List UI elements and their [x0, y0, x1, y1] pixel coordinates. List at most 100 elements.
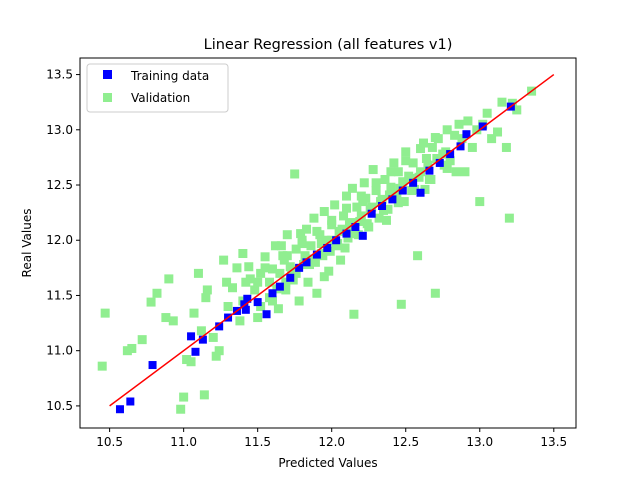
validation-point	[451, 167, 461, 177]
validation-point	[324, 266, 334, 276]
validation-point	[176, 404, 186, 414]
training-point	[398, 186, 407, 195]
validation-point	[245, 274, 255, 284]
legend-validation-label: Validation	[131, 91, 190, 105]
validation-point	[127, 343, 137, 353]
legend-training-marker	[103, 70, 112, 79]
training-point	[456, 142, 465, 151]
validation-point	[365, 204, 375, 214]
y-tick-label: 12.5	[46, 178, 73, 192]
x-tick-label: 10.5	[96, 435, 123, 449]
validation-point	[260, 252, 270, 262]
validation-point	[253, 277, 263, 287]
y-axis: 10.5 11.0 11.5 12.0 12.5 13.0 13.5	[46, 68, 80, 413]
validation-point	[371, 178, 381, 188]
validation-point	[232, 263, 242, 273]
validation-point	[359, 178, 369, 188]
validation-point	[349, 309, 359, 319]
validation-point	[450, 130, 460, 140]
training-point	[126, 397, 135, 406]
validation-point	[398, 177, 408, 187]
validation-point	[297, 239, 307, 249]
validation-point	[346, 229, 356, 239]
legend: Training data Validation	[86, 63, 229, 113]
validation-point	[238, 248, 248, 258]
validation-point	[416, 144, 426, 154]
validation-point	[460, 167, 470, 177]
plot-area	[79, 57, 577, 429]
validation-point	[306, 241, 316, 251]
validation-point	[356, 211, 366, 221]
training-point	[286, 273, 295, 282]
training-point	[409, 178, 418, 187]
y-tick-label: 13.5	[46, 68, 73, 82]
training-point	[148, 361, 157, 370]
y-tick-label: 11.0	[46, 344, 73, 358]
validation-point	[339, 211, 349, 221]
validation-point	[430, 288, 440, 298]
training-point	[342, 229, 351, 238]
validation-point	[201, 293, 211, 303]
validation-point	[312, 226, 322, 236]
x-axis: 10.5 11.0 11.5 12.0 12.5 13.0 13.5	[96, 428, 567, 449]
validation-point	[265, 277, 275, 287]
validation-point	[270, 241, 280, 251]
validation-point	[420, 184, 430, 194]
validation-point	[309, 213, 319, 223]
x-tick-label: 11.0	[170, 435, 197, 449]
training-point	[115, 405, 124, 414]
training-point	[478, 122, 487, 131]
validation-point	[275, 268, 285, 278]
validation-point	[256, 268, 266, 278]
reference-line	[109, 73, 555, 407]
y-tick-label: 10.5	[46, 399, 73, 413]
x-tick-label: 13.5	[540, 435, 567, 449]
validation-point	[358, 197, 368, 207]
validation-point	[454, 119, 464, 129]
legend-training-label: Training data	[130, 69, 209, 83]
validation-point	[414, 172, 424, 182]
validation-point	[219, 255, 229, 265]
validation-point	[493, 127, 503, 137]
legend-validation-marker	[103, 93, 112, 102]
validation-point	[344, 220, 354, 230]
validation-point	[463, 116, 473, 126]
validation-point	[401, 156, 411, 166]
validation-point	[222, 277, 232, 287]
training-point	[243, 294, 252, 303]
validation-point	[282, 251, 292, 261]
validation-point	[316, 239, 326, 249]
validation-point	[413, 251, 423, 261]
validation-point	[408, 158, 418, 168]
training-point	[262, 310, 271, 319]
validation-point	[405, 173, 415, 183]
training-point	[358, 231, 367, 240]
validation-point	[291, 244, 301, 254]
training-point	[351, 222, 360, 231]
validation-point	[362, 219, 372, 229]
y-tick-label: 13.0	[46, 123, 73, 137]
validation-point	[291, 268, 301, 278]
validation-point	[396, 299, 406, 309]
validation-point	[260, 263, 270, 273]
validation-point	[427, 142, 437, 152]
training-point	[446, 150, 455, 159]
training-point	[378, 202, 387, 210]
training-point	[268, 289, 277, 298]
validation-point	[214, 346, 224, 356]
validation-point	[228, 283, 238, 293]
validation-point	[193, 268, 203, 278]
validation-point	[307, 254, 317, 264]
training-point	[191, 347, 200, 356]
validation-point	[384, 190, 394, 200]
validation-point	[300, 251, 310, 261]
validation-point	[439, 160, 449, 170]
validation-point	[376, 197, 386, 207]
training-point	[215, 322, 224, 331]
validation-point	[146, 297, 156, 307]
training-point	[416, 188, 425, 197]
validation-point	[244, 262, 254, 272]
validation-point	[202, 285, 212, 295]
validation-point	[418, 138, 428, 148]
